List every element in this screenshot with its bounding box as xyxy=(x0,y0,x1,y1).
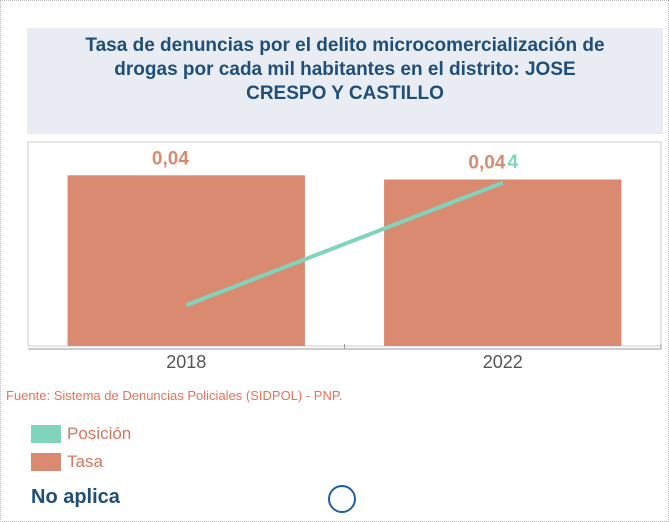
status-icon xyxy=(328,485,356,513)
line xyxy=(185,180,504,308)
legend-label: Posición xyxy=(67,424,132,443)
source: Fuente: Sistema de Denuncias Policiales … xyxy=(6,388,343,403)
legend-swatch xyxy=(31,425,61,443)
legend-label: Tasa xyxy=(67,452,103,471)
data-label: 0,04 xyxy=(152,148,189,169)
data-label: 4 xyxy=(507,152,518,173)
legend-item: Tasa xyxy=(31,452,103,472)
legend-swatch xyxy=(31,453,61,471)
chart-title: Tasa de denuncias por el delito microcom… xyxy=(27,28,663,134)
bar xyxy=(384,179,622,346)
bar xyxy=(67,175,305,346)
legend-item: Posición xyxy=(31,424,131,444)
x-tick-label: 2018 xyxy=(166,352,206,372)
note: No aplica xyxy=(31,486,120,508)
data-label: 0,04 xyxy=(468,152,505,173)
x-tick-label: 2022 xyxy=(483,352,523,372)
